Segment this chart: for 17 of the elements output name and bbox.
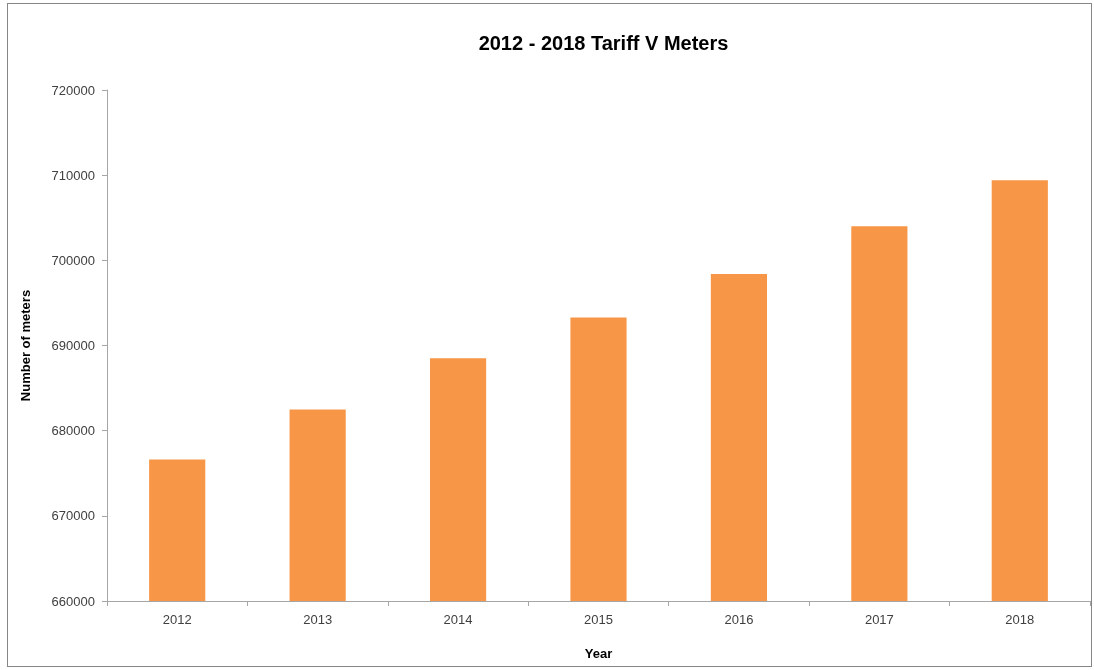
y-tick-label: 700000 [51, 252, 95, 268]
x-tick-label: 2013 [303, 612, 333, 627]
chart-title: 2012 - 2018 Tariff V Meters [478, 32, 729, 54]
y-tick-label: 680000 [51, 423, 95, 439]
y-tick-label: 660000 [51, 593, 95, 609]
x-tick-label: 2014 [443, 612, 473, 627]
x-tick-label: 2016 [724, 612, 754, 627]
y-tick-label: 720000 [51, 82, 95, 98]
x-axis-title: Year [584, 646, 613, 661]
x-tick-label: 2017 [864, 612, 894, 627]
y-tick-label: 670000 [51, 508, 95, 524]
y-axis-title: Number of meters [18, 289, 33, 402]
x-tick-label: 2012 [162, 612, 192, 627]
x-tick-label: 2015 [584, 612, 613, 627]
x-tick-label: 2018 [1005, 612, 1035, 627]
y-tick-label: 690000 [51, 338, 95, 353]
y-tick-label: 710000 [51, 167, 95, 183]
